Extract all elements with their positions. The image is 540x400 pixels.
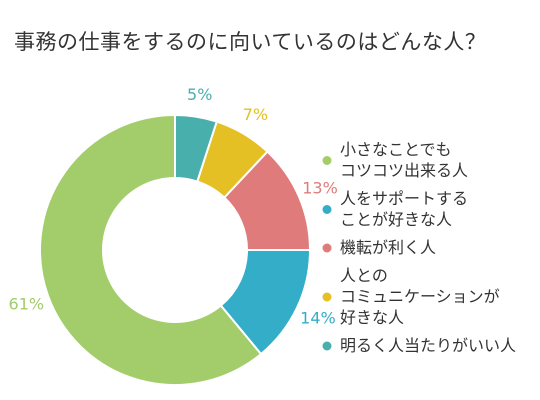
percent-label-4: 7% (243, 105, 268, 124)
legend-marker-1 (322, 156, 332, 165)
percent-label-5: 5% (187, 85, 212, 104)
legend-label-4: 好きな人 (340, 308, 404, 327)
percent-label-2: 14% (300, 308, 336, 327)
legend-marker-3 (322, 243, 332, 253)
legend-label-4: コミュニケーションが (340, 287, 500, 306)
legend-label-3: 機転が利く人 (340, 238, 436, 257)
legend-label-4: 人との (340, 266, 388, 285)
legend-marker-2 (322, 205, 332, 214)
legend-marker-5 (322, 341, 332, 351)
legend-label-2: ことが好きな人 (340, 210, 452, 229)
percent-label-1: 61% (9, 295, 45, 314)
legend-label-1: コツコツ出来る人 (340, 161, 468, 180)
percent-label-3: 13% (302, 178, 338, 197)
legend-marker-4 (322, 292, 332, 302)
slice-5 (174, 113, 218, 183)
slice-1 (39, 113, 263, 386)
legend-label-5: 明るく人当たりがいい人 (340, 336, 516, 355)
legend-label-1: 小さなことでも (340, 140, 452, 159)
legend-label-2: 人をサポートする (340, 189, 468, 208)
chart-title: 事務の仕事をするのに向いているのはどんな人？ (14, 30, 487, 54)
